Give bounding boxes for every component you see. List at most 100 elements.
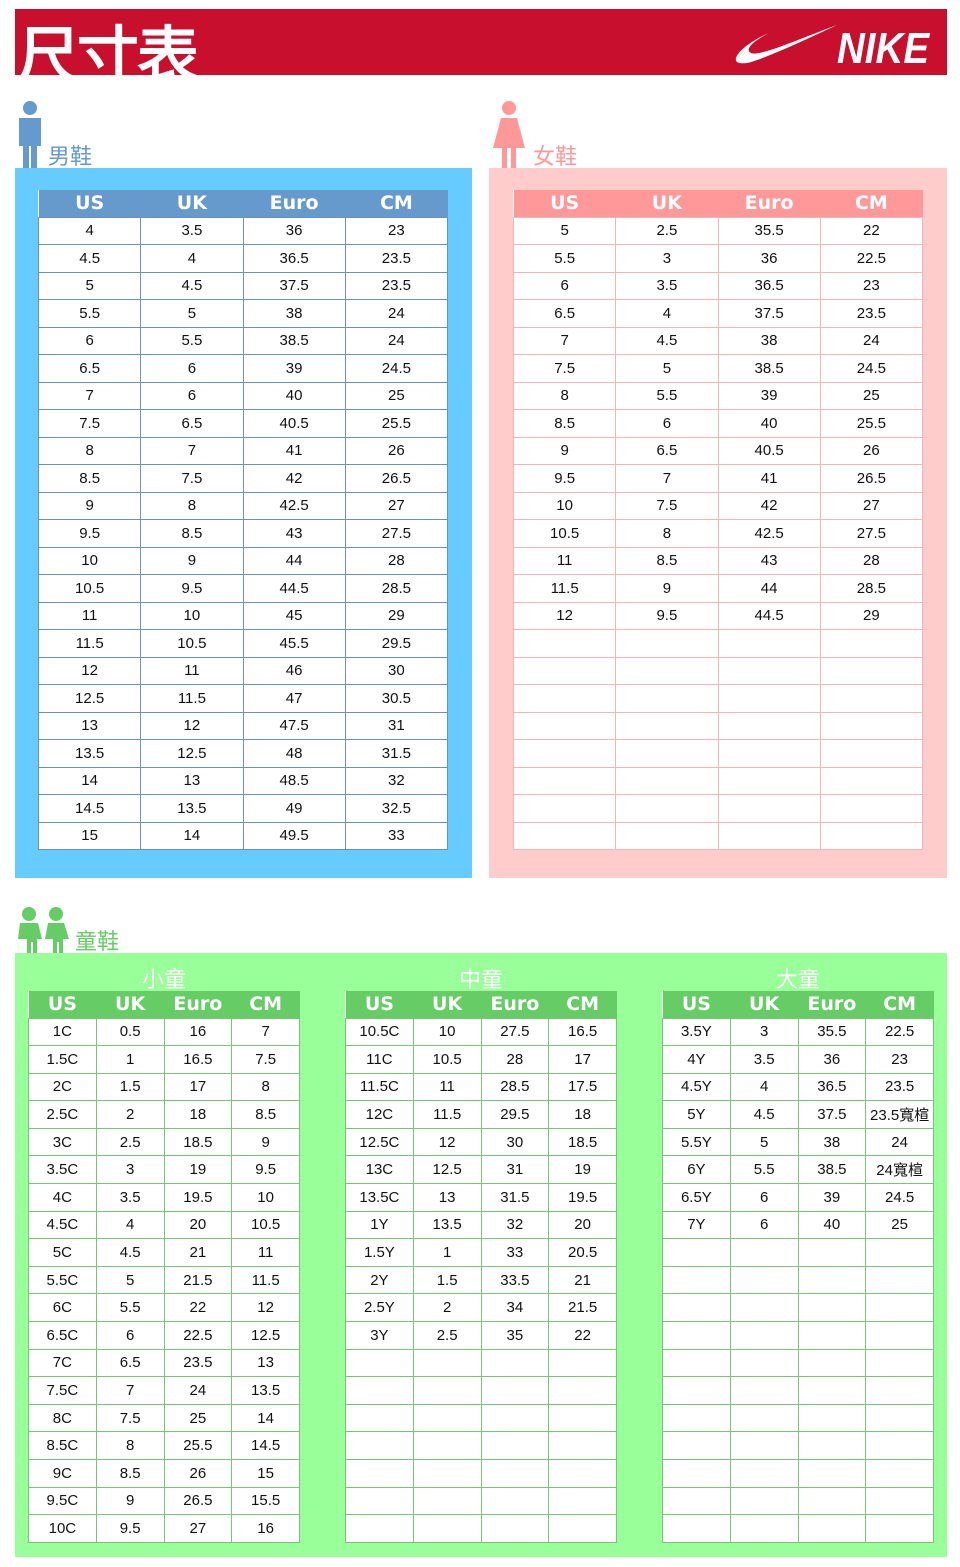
table-cell: 5 [512,216,617,245]
table-cell: 12 [512,601,617,630]
empty-cell [345,1486,414,1516]
table-cell: 7.5C [28,1376,97,1405]
empty-cell [729,1486,799,1516]
table-row [662,1431,934,1460]
empty-cell [729,1348,799,1378]
table-cell: 1.5Y [345,1238,414,1267]
table-cell: 15 [37,821,142,850]
table-cell: 10 [512,491,617,520]
empty-cell [615,711,719,740]
table-cell: 17 [163,1072,233,1102]
table-cell: 3.5 [729,1045,799,1074]
table-row: 7.5 5 38.5 24.5 [512,354,924,383]
table-cell: 23.5 [819,299,924,328]
table-cell: 5.5 [729,1155,799,1185]
empty-cell [662,1265,731,1295]
table-cell: 11 [412,1072,482,1102]
table-row [512,684,924,713]
table-cell: 5 [729,1127,799,1157]
empty-cell [717,684,821,713]
table-cell: 2 [412,1293,482,1323]
table-cell: 13.5C [345,1183,414,1212]
table-cell: 22 [819,216,924,245]
table-cell: 7.5 [95,1403,165,1433]
table-row: 3Y 2.5 35 22 [345,1321,617,1350]
table-row [662,1376,934,1405]
empty-cell [480,1514,550,1543]
table-cell: 12 [231,1293,300,1323]
table-cell: 44.5 [242,574,346,603]
table-row: 10.5C 10 27.5 16.5 [345,1017,617,1047]
table-cell: 8C [28,1403,97,1433]
table-cell: 35 [480,1321,550,1350]
empty-cell [662,1459,731,1488]
table-row [512,794,924,823]
table-cell: 24.5 [344,354,449,383]
table-cell: 9.5C [28,1486,97,1516]
table-cell: 4.5 [95,1238,165,1267]
table-cell: 7 [231,1017,300,1047]
empty-cell [548,1459,617,1488]
table-cell: 23.5 [865,1072,934,1102]
table-cell: 30.5 [344,684,449,713]
small-kids-label: 小童 [141,968,186,993]
table-row [662,1403,934,1433]
table-row: 7C 6.5 23.5 13 [28,1348,300,1378]
table-cell: 14 [37,766,142,795]
empty-cell [729,1376,799,1405]
table-cell: 8 [615,519,719,548]
table-cell: 42 [717,491,821,520]
empty-cell [512,766,617,795]
empty-cell [865,1486,934,1516]
table-cell: 28.5 [344,574,449,603]
empty-cell [797,1459,867,1488]
table-cell: 38.5 [797,1155,867,1185]
table-cell: 21.5 [548,1293,617,1323]
table-cell: 12C [345,1100,414,1129]
table-cell: 16 [163,1017,233,1047]
table-cell: 18 [548,1100,617,1129]
table-row: 6.5C 6 22.5 12.5 [28,1321,300,1350]
table-cell: 2.5 [95,1127,165,1157]
empty-cell [797,1403,867,1433]
table-cell: 5Y [662,1100,731,1129]
men-size-table: US UK Euro CM 4 3.5 36 23 4.5 4 36.5 23.5 5 4.5 37.5 23… [37,190,449,850]
table-cell: 10 [412,1017,482,1047]
table-row: 10 7.5 42 27 [512,491,924,520]
table-cell: 33.5 [480,1265,550,1295]
table-cell: 11.5 [412,1100,482,1129]
table-cell: 24寬楦 [865,1155,934,1185]
table-cell: 4 [140,244,244,273]
empty-cell [512,821,617,850]
table-cell: 5 [140,299,244,328]
empty-cell [345,1376,414,1405]
table-cell: 12.5 [231,1321,300,1350]
table-cell: 19 [163,1155,233,1185]
table-row: 7.5C 7 24 13.5 [28,1376,300,1405]
empty-cell [662,1293,731,1323]
table-cell: 45.5 [242,629,346,658]
page-title: 尺寸表 [17,19,199,92]
table-cell: 8.5 [231,1100,300,1129]
table-row: 9.5 8.5 43 27.5 [37,519,449,548]
table-cell: 4.5 [729,1100,799,1129]
men-section-label: 男鞋 [48,145,93,170]
table-row: 12.5 11.5 47 30.5 [37,684,449,713]
empty-cell [729,1321,799,1350]
table-cell: 26 [163,1459,233,1488]
table-cell: 8 [37,436,142,465]
table-cell: 3.5 [615,271,719,300]
table-row: 8C 7.5 25 14 [28,1403,300,1433]
table-row: 2Y 1.5 33.5 21 [345,1265,617,1295]
table-row: 12C 11.5 29.5 18 [345,1100,617,1129]
column-header: CM [345,190,448,217]
table-cell: 16 [231,1514,300,1543]
empty-cell [662,1486,731,1516]
table-cell: 14.5 [37,794,142,823]
table-cell: 13 [231,1348,300,1378]
table-row: 3.5C 3 19 9.5 [28,1155,300,1185]
table-cell: 7 [140,436,244,465]
table-row: 6.5Y 6 39 24.5 [662,1183,934,1212]
empty-cell [480,1486,550,1516]
table-cell: 4C [28,1183,97,1212]
